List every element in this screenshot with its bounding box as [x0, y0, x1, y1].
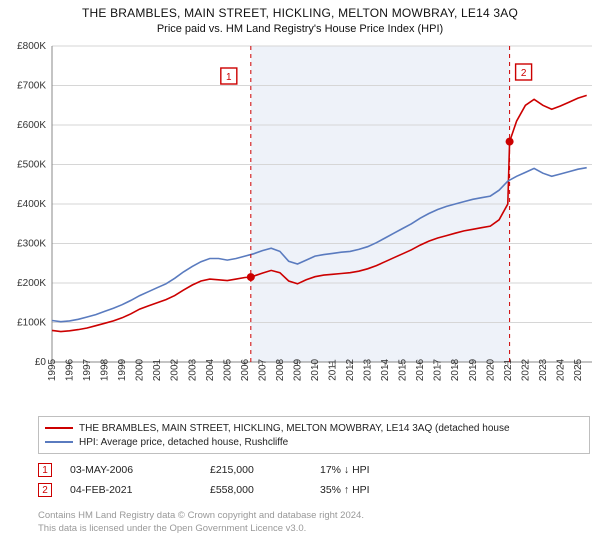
svg-text:2008: 2008 [275, 358, 286, 381]
legend-label: HPI: Average price, detached house, Rush… [79, 437, 288, 448]
svg-text:2013: 2013 [363, 358, 374, 381]
svg-text:2017: 2017 [433, 358, 444, 381]
legend-box: THE BRAMBLES, MAIN STREET, HICKLING, MEL… [38, 416, 590, 454]
footer-line: This data is licensed under the Open Gov… [38, 523, 590, 536]
legend-swatch [45, 441, 73, 443]
svg-text:2019: 2019 [468, 358, 479, 381]
svg-text:£100K: £100K [17, 318, 46, 329]
chart-container: £0 £100K £200K £300K £400K £500K £600K £700K £80… [0, 42, 600, 412]
svg-text:2015: 2015 [398, 358, 409, 381]
svg-text:£200K: £200K [17, 278, 46, 289]
svg-text:2020: 2020 [485, 358, 496, 381]
legend-swatch [45, 427, 73, 429]
svg-text:1995: 1995 [47, 358, 58, 381]
svg-text:2007: 2007 [257, 358, 268, 381]
svg-text:2: 2 [521, 68, 527, 79]
footer-attribution: Contains HM Land Registry data © Crown c… [38, 510, 590, 536]
sale-row: 2 04-FEB-2021 £558,000 35% ↑ HPI [38, 480, 590, 500]
svg-text:2016: 2016 [415, 358, 426, 381]
svg-text:2011: 2011 [328, 359, 339, 381]
svg-text:2001: 2001 [152, 358, 163, 381]
svg-text:£600K: £600K [17, 120, 46, 131]
sale-price: £558,000 [210, 484, 320, 496]
svg-text:2014: 2014 [380, 358, 391, 381]
svg-text:£500K: £500K [17, 160, 46, 171]
svg-text:£0: £0 [35, 357, 47, 368]
sale-flag-icon: 2 [38, 483, 52, 497]
chart-subtitle: Price paid vs. HM Land Registry's House … [0, 20, 600, 35]
svg-text:1996: 1996 [65, 358, 76, 381]
svg-text:2002: 2002 [170, 358, 181, 381]
legend-label: THE BRAMBLES, MAIN STREET, HICKLING, MEL… [79, 423, 510, 434]
chart-title-address: THE BRAMBLES, MAIN STREET, HICKLING, MEL… [0, 6, 600, 20]
svg-text:2022: 2022 [520, 358, 531, 381]
sale-hpi-diff: 17% ↓ HPI [320, 464, 440, 476]
sale-date: 04-FEB-2021 [70, 484, 210, 496]
svg-text:£700K: £700K [17, 81, 46, 92]
svg-text:2000: 2000 [135, 358, 146, 381]
sale-date: 03-MAY-2006 [70, 464, 210, 476]
legend-item: THE BRAMBLES, MAIN STREET, HICKLING, MEL… [45, 421, 583, 435]
svg-text:2006: 2006 [240, 358, 251, 381]
svg-text:£300K: £300K [17, 239, 46, 250]
svg-text:2021: 2021 [503, 358, 514, 381]
svg-text:2003: 2003 [187, 358, 198, 381]
svg-text:2005: 2005 [222, 358, 233, 381]
svg-text:2023: 2023 [538, 358, 549, 381]
svg-text:1998: 1998 [100, 358, 111, 381]
svg-text:1997: 1997 [82, 358, 93, 381]
svg-text:1999: 1999 [117, 358, 128, 381]
svg-text:2010: 2010 [310, 358, 321, 381]
sales-table: 1 03-MAY-2006 £215,000 17% ↓ HPI 2 04-FE… [38, 460, 590, 500]
svg-text:£400K: £400K [17, 199, 46, 210]
sale-price: £215,000 [210, 464, 320, 476]
legend-item: HPI: Average price, detached house, Rush… [45, 435, 583, 449]
svg-text:2024: 2024 [555, 358, 566, 381]
svg-text:2025: 2025 [573, 358, 584, 381]
svg-text:£800K: £800K [17, 42, 46, 52]
sale-row: 1 03-MAY-2006 £215,000 17% ↓ HPI [38, 460, 590, 480]
svg-text:2018: 2018 [450, 358, 461, 381]
svg-text:2009: 2009 [292, 358, 303, 381]
sale-hpi-diff: 35% ↑ HPI [320, 484, 440, 496]
sale-flag-icon: 1 [38, 463, 52, 477]
footer-line: Contains HM Land Registry data © Crown c… [38, 510, 590, 523]
svg-text:1: 1 [226, 72, 232, 83]
svg-text:2012: 2012 [345, 358, 356, 381]
svg-text:2004: 2004 [205, 358, 216, 381]
price-chart: £0 £100K £200K £300K £400K £500K £600K £700K £80… [0, 42, 600, 412]
